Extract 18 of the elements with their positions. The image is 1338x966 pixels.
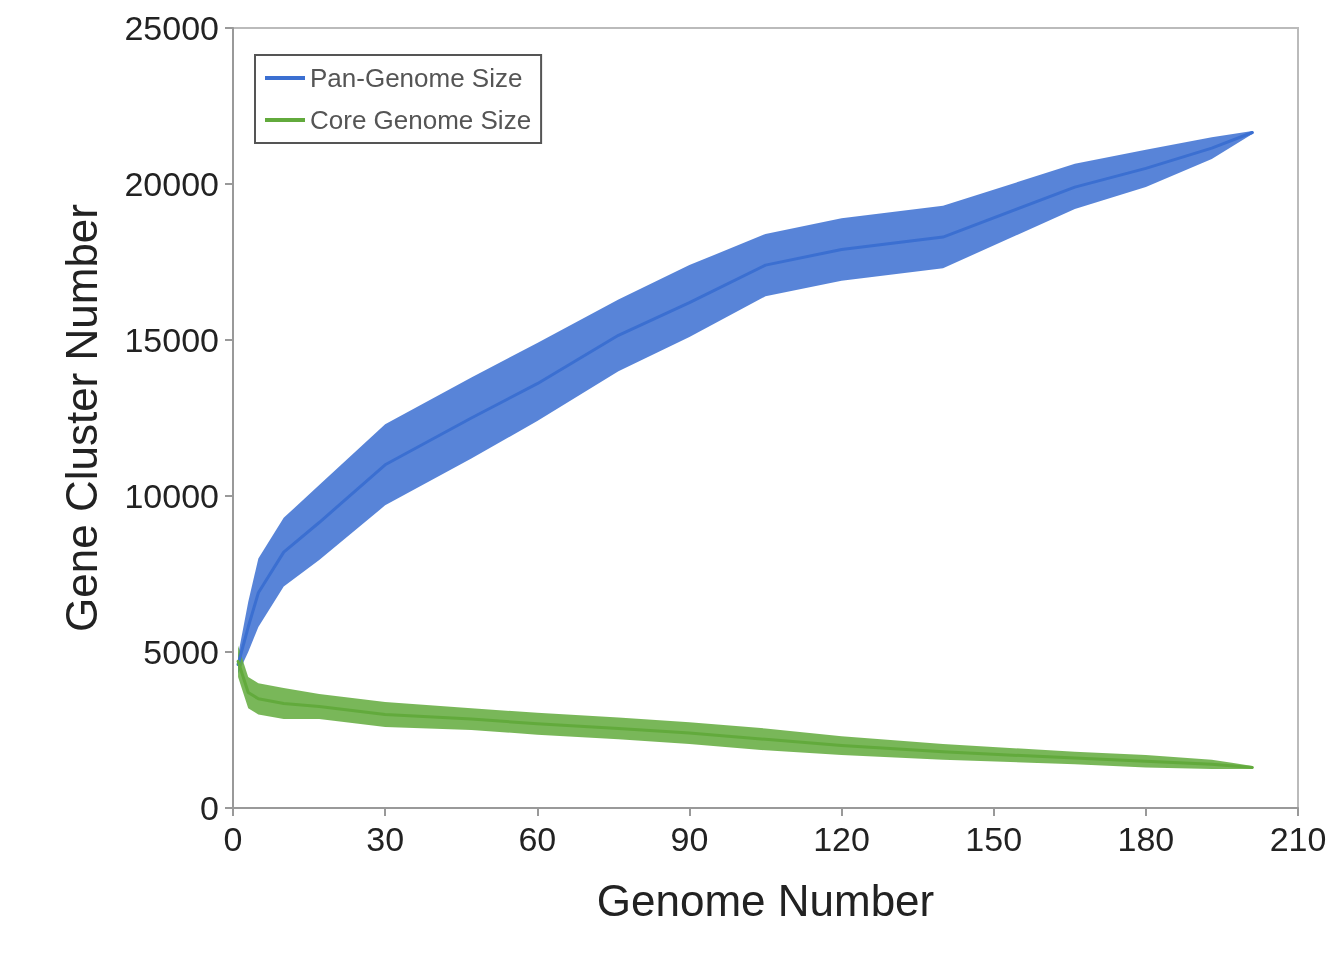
y-tick-label: 0 [200,789,219,827]
legend-label: Core Genome Size [310,105,532,135]
y-tick-label: 10000 [124,477,219,515]
x-tick-label: 120 [813,820,870,858]
x-tick-label: 60 [518,820,557,858]
y-tick-label: 25000 [124,9,219,47]
x-tick-label: 0 [223,820,243,858]
y-tick-label: 15000 [124,321,219,359]
x-tick-label: 180 [1117,820,1175,858]
y-axis-title: Gene Cluster Number [56,204,106,632]
x-tick-label: 90 [670,820,709,858]
x-tick-label: 210 [1269,820,1327,858]
x-tick-label: 30 [366,820,405,858]
x-axis-title: Genome Number [596,875,935,925]
x-tick-label: 150 [965,820,1023,858]
legend-label: Pan-Genome Size [310,63,523,93]
y-tick-label: 20000 [124,165,219,203]
y-tick-label: 5000 [143,633,219,671]
